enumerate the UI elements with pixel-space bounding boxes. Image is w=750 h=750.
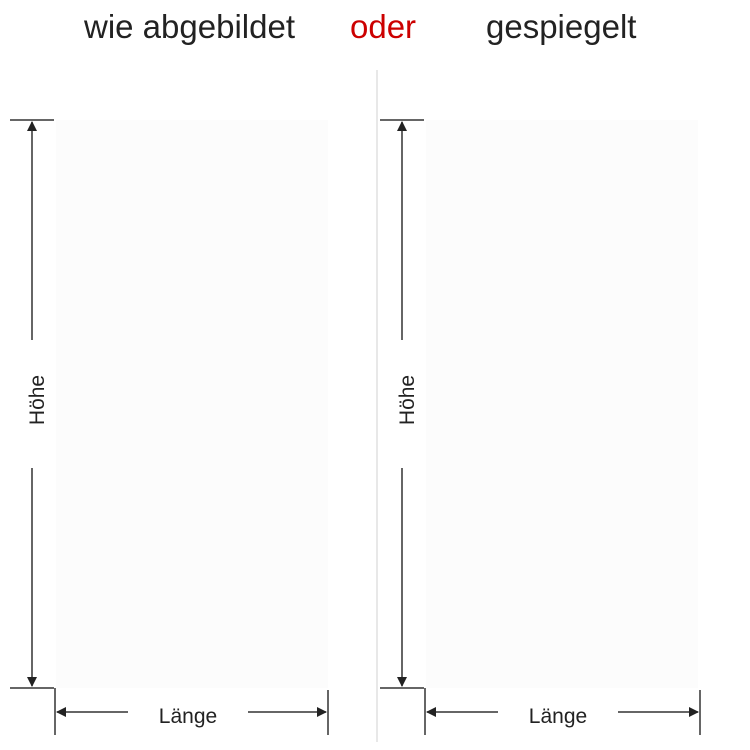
panel-right-area (426, 120, 698, 688)
header-or: oder (350, 8, 417, 45)
height-label: Höhe (396, 375, 419, 425)
panel-left: Höhe Länge (10, 119, 329, 735)
panel-left-area (56, 120, 328, 688)
header-as-shown: wie abgebildet (84, 8, 295, 45)
length-label: Länge (529, 705, 587, 728)
panel-right: Höhe Länge (380, 119, 701, 735)
header-mirrored: gespiegelt (486, 8, 637, 45)
height-label: Höhe (26, 375, 49, 425)
length-label: Länge (159, 705, 217, 728)
